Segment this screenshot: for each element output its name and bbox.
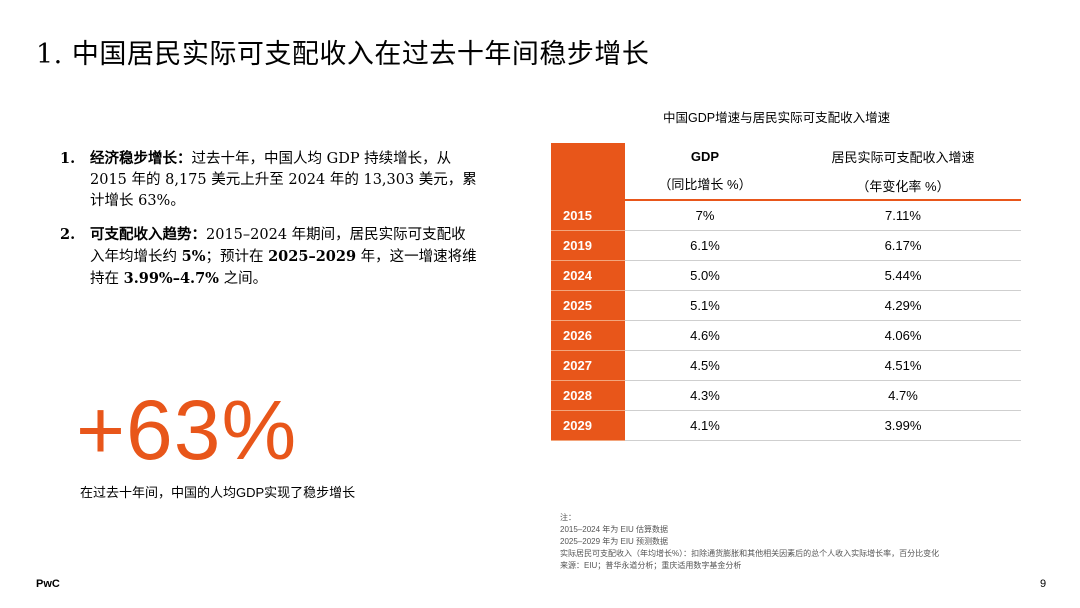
gdp-cell: 4.5% [625,350,785,381]
year-cell: 2025 [551,290,625,321]
table-row: 2019 6.1% 6.17% [551,230,1021,261]
income-cell: 6.17% [785,230,1021,261]
income-cell: 5.44% [785,260,1021,291]
gdp-cell: 5.1% [625,290,785,321]
footnote-line: 来源：EIU；普华永道分析；重庆适用数字基金分析 [560,561,742,570]
page-title: 1. 中国居民实际可支配收入在过去十年间稳步增长 [36,39,650,70]
header-corner [551,143,625,201]
table-row: 2029 4.1% 3.99% [551,410,1021,441]
income-cell: 4.06% [785,320,1021,351]
gdp-cell: 4.3% [625,380,785,411]
key-points: 1. 经济稳步增长：过去十年，中国人均 GDP 持续增长，从 2015 年的 8… [60,148,480,302]
bullet-text: ；预计在 [205,249,269,265]
bullet-number: 2. [60,226,76,243]
year-cell: 2019 [551,230,625,261]
bullet-economic-growth: 1. 经济稳步增长：过去十年，中国人均 GDP 持续增长，从 2015 年的 8… [60,148,480,212]
growth-table: GDP （同比增长 %） 居民实际可支配收入增速 （年变化率 %） 2015 7%… [551,143,1021,441]
year-cell: 2026 [551,320,625,351]
table-row: 2025 5.1% 4.29% [551,290,1021,321]
income-cell: 3.99% [785,410,1021,441]
gdp-cell: 4.6% [625,320,785,351]
highlight-caption: 在过去十年间，中国的人均GDP实现了稳步增长 [80,485,356,500]
income-cell: 4.51% [785,350,1021,381]
table-row: 2027 4.5% 4.51% [551,350,1021,381]
gdp-cell: 7% [625,200,785,231]
year-cell: 2024 [551,260,625,291]
highlight-value: +63% [76,383,298,477]
bullet-text: 过去十年，中国人均 GDP 持续增长，从 2015 年的 8,175 美元上升至… [90,151,477,209]
header-gdp-label: GDP [690,149,720,164]
table-row: 2015 7% 7.11% [551,200,1021,231]
bullet-label: 可支配收入趋势： [90,226,206,243]
footnote-line: 2015–2024 年为 EIU 估算数据 [560,525,669,534]
bullet-number: 1. [60,150,76,167]
footnote-line: 注： [560,513,576,522]
income-cell: 7.11% [785,200,1021,231]
bullet-bold: 5% [181,248,206,265]
bullet-bold: 2025–2029 [268,248,357,265]
footnote-line: 2025–2029 年为 EIU 预测数据 [560,537,669,546]
bullet-text: 之间。 [218,271,268,287]
bullet-income-trend: 2. 可支配收入趋势：2015–2024 年期间，居民实际可支配收入年均增长约 … [60,224,480,290]
header-gdp-sub: （同比增长 %） [658,177,752,192]
footnotes: 注： 2015–2024 年为 EIU 估算数据 2025–2029 年为 EIU … [560,512,939,572]
gdp-cell: 6.1% [625,230,785,261]
year-cell: 2027 [551,350,625,381]
header-income: 居民实际可支配收入增速 （年变化率 %） [785,143,1021,201]
table-header-row: GDP （同比增长 %） 居民实际可支配收入增速 （年变化率 %） [551,143,1021,201]
bullet-text: 2015–2024 年期间，居民实际可支配收入年均增长约 [90,227,466,265]
footnote-line: 实际居民可支配收入（年均增长%）：扣除通货膨胀和其他相关因素后的总个人收入实际增… [560,549,940,558]
year-cell: 2028 [551,380,625,411]
income-cell: 4.7% [785,380,1021,411]
header-income-sub: （年变化率 %） [856,179,950,194]
table-title: 中国GDP增速与居民实际可支配收入增速 [663,111,891,125]
table-row: 2026 4.6% 4.06% [551,320,1021,351]
bullet-bold: 3.99%–4.7% [123,270,219,287]
year-cell: 2015 [551,200,625,231]
brand-label: PwC [36,578,60,590]
table-row: 2024 5.0% 5.44% [551,260,1021,291]
page-number: 9 [1040,578,1047,590]
bullet-label: 经济稳步增长： [90,150,192,167]
gdp-cell: 5.0% [625,260,785,291]
bullet-text: 年，这一增速将维持在 [90,249,477,287]
table-row: 2028 4.3% 4.7% [551,380,1021,411]
header-gdp: GDP （同比增长 %） [625,143,785,201]
gdp-cell: 4.1% [625,410,785,441]
header-income-label: 居民实际可支配收入增速 [831,150,975,165]
income-cell: 4.29% [785,290,1021,321]
year-cell: 2029 [551,410,625,441]
